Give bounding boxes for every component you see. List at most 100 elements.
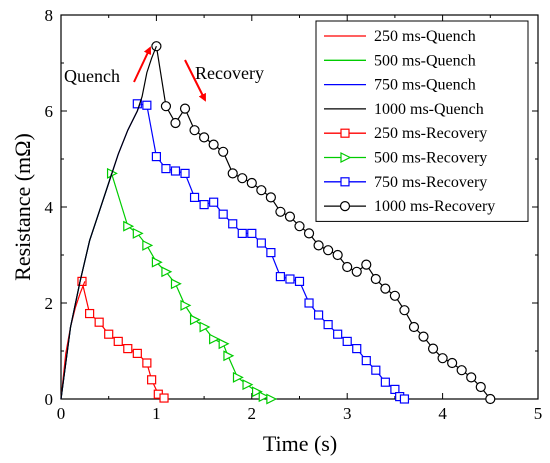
data-point [399, 394, 410, 404]
legend-entry: 250 ms-Recovery [324, 125, 487, 142]
legend-label: 1000 ms-Recovery [374, 198, 495, 215]
data-point [256, 238, 266, 248]
y-tick-label: 2 [45, 294, 54, 313]
data-point [399, 305, 410, 316]
data-point [475, 381, 486, 393]
data-point [258, 391, 270, 403]
series-500-ms-quench [60, 173, 113, 400]
data-point [313, 310, 324, 320]
data-point [242, 379, 254, 391]
data-point [151, 256, 163, 268]
legend-swatch-marker [340, 128, 350, 138]
legend-label: 500 ms-Recovery [374, 150, 487, 167]
data-point [371, 365, 381, 375]
data-point [132, 99, 142, 109]
series-750-ms-quench [60, 103, 141, 400]
data-point [466, 372, 477, 383]
data-point [380, 377, 390, 387]
legend-entry: 750 ms-Recovery [324, 174, 487, 191]
data-point [142, 100, 152, 110]
x-axis-title: Time (s) [263, 431, 337, 456]
x-tick-label: 4 [438, 404, 447, 423]
recovery-annotation: Recovery [195, 63, 264, 83]
series-250-ms-recovery [77, 276, 169, 403]
data-point [352, 344, 362, 354]
data-point [180, 299, 192, 311]
series-layer [60, 41, 496, 405]
data-point [370, 273, 381, 285]
series-line-500-ms-quench [60, 173, 113, 400]
data-point [170, 117, 181, 129]
series-1000-ms-quench [60, 45, 157, 400]
data-point [170, 278, 182, 290]
data-point [342, 336, 352, 346]
data-point [342, 261, 353, 273]
data-point [179, 103, 191, 114]
y-tick-label: 6 [45, 102, 54, 121]
data-point [447, 357, 458, 369]
data-point [159, 393, 169, 403]
x-tick-label: 3 [343, 404, 352, 423]
legend-entry: 1000 ms-Quench [324, 101, 484, 118]
data-point [189, 125, 200, 136]
series-500-ms-recovery [106, 167, 278, 405]
y-axis-title: Resistance (mΩ) [10, 133, 35, 281]
data-point [104, 329, 114, 339]
data-point [275, 206, 286, 217]
data-point [418, 331, 429, 342]
data-point [237, 173, 248, 184]
data-point [123, 220, 135, 232]
data-point [246, 177, 257, 189]
data-point [208, 139, 219, 150]
data-point [284, 211, 296, 222]
data-point [304, 298, 314, 308]
legend-entry: 500 ms-Recovery [324, 150, 487, 167]
data-point [227, 168, 238, 179]
data-point [123, 344, 133, 354]
data-point [218, 146, 229, 157]
data-point [485, 393, 496, 405]
data-point [113, 336, 123, 346]
data-point [361, 259, 372, 270]
legend-label: 1000 ms-Quench [374, 101, 484, 118]
data-point [323, 320, 333, 330]
data-point [189, 192, 200, 202]
data-point [147, 375, 157, 385]
legend-label: 250 ms-Recovery [374, 125, 487, 142]
data-point [209, 333, 220, 345]
data-point [256, 185, 267, 196]
data-point [199, 200, 209, 210]
data-point [189, 314, 201, 326]
y-tick-label: 0 [45, 390, 54, 409]
legend-entry: 500 ms-Quench [324, 52, 476, 69]
x-tick-label: 0 [57, 404, 66, 423]
legend-label: 750 ms-Recovery [374, 174, 487, 191]
data-point [303, 228, 315, 239]
data-point [389, 290, 400, 301]
series-line-250-ms-quench [60, 281, 86, 400]
legend-label: 250 ms-Quench [374, 28, 476, 45]
data-point [265, 192, 276, 203]
plot-frame: 0 1 2 3 4 5 0 2 4 6 8 [45, 6, 543, 423]
legend-entry: 750 ms-Quench [324, 77, 476, 94]
data-point [266, 393, 278, 405]
legend-swatch-marker [340, 152, 352, 163]
data-point [247, 228, 257, 238]
legend: 250 ms-Quench 500 ms-Quench 750 ms-Quench 1… [315, 20, 529, 222]
data-point [333, 329, 343, 339]
data-point [437, 353, 448, 364]
data-point [332, 249, 343, 261]
data-point [209, 197, 219, 207]
data-point [232, 371, 244, 383]
recovery-arrow [184, 59, 206, 102]
data-point [132, 227, 144, 239]
data-point [285, 274, 295, 284]
data-point [132, 348, 142, 358]
data-point [161, 164, 171, 174]
series-line-750-ms-quench [60, 103, 141, 400]
data-point [170, 166, 181, 176]
data-point [361, 356, 371, 366]
legend-box [315, 20, 529, 222]
data-point [390, 384, 400, 394]
